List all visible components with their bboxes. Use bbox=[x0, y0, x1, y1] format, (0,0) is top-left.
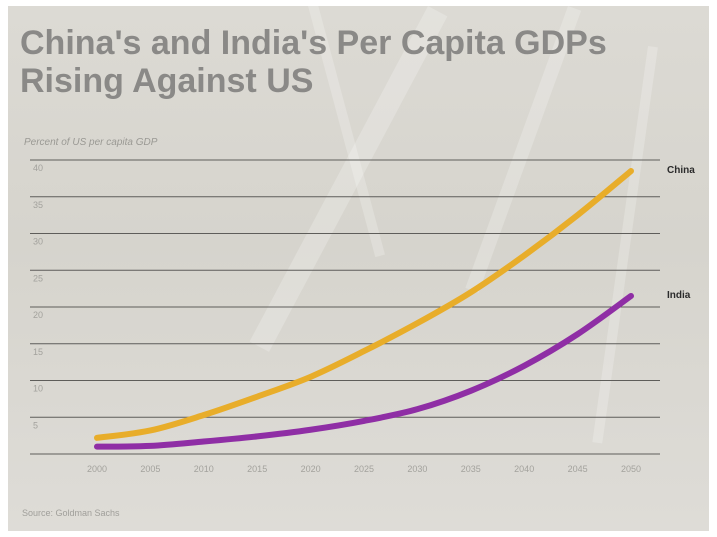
chart-title: China's and India's Per Capita GDPs Risi… bbox=[20, 24, 660, 100]
source-note: Source: Goldman Sachs bbox=[22, 508, 120, 518]
y-tick-label: 40 bbox=[33, 163, 43, 173]
india-series-line bbox=[94, 292, 634, 450]
y-axis-label: Percent of US per capita GDP bbox=[24, 137, 158, 148]
china-series-label: China bbox=[667, 165, 695, 176]
x-tick-label: 2005 bbox=[140, 464, 160, 474]
china-series-line bbox=[94, 168, 634, 441]
x-tick-label: 2015 bbox=[247, 464, 267, 474]
y-tick-label: 5 bbox=[33, 420, 38, 430]
x-tick-label: 2050 bbox=[621, 464, 641, 474]
chart-title-line-2: Rising Against US bbox=[20, 62, 314, 100]
y-tick-label: 10 bbox=[33, 384, 43, 394]
chart-title-line-1: China's and India's Per Capita GDPs bbox=[20, 24, 607, 62]
y-tick-label: 15 bbox=[33, 347, 43, 357]
y-tick-label: 20 bbox=[33, 310, 43, 320]
india-series-label: India bbox=[667, 290, 691, 301]
x-tick-label: 2035 bbox=[461, 464, 481, 474]
slide-background bbox=[8, 6, 709, 531]
x-tick-label: 2045 bbox=[568, 464, 588, 474]
x-tick-label: 2020 bbox=[301, 464, 321, 474]
x-tick-label: 2025 bbox=[354, 464, 374, 474]
x-tick-label: 2040 bbox=[514, 464, 534, 474]
x-tick-label: 2000 bbox=[87, 464, 107, 474]
y-tick-label: 35 bbox=[33, 200, 43, 210]
x-tick-label: 2010 bbox=[194, 464, 214, 474]
y-tick-label: 25 bbox=[33, 273, 43, 283]
y-tick-label: 30 bbox=[33, 237, 43, 247]
x-tick-label: 2030 bbox=[407, 464, 427, 474]
